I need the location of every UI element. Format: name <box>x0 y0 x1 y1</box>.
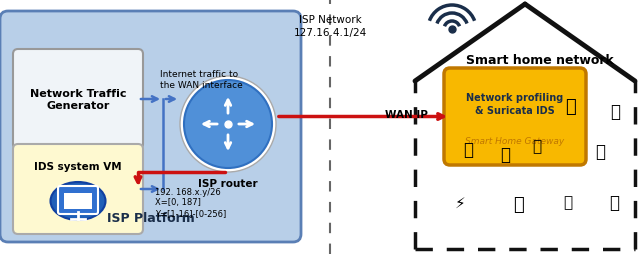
Text: 📹: 📹 <box>463 140 473 158</box>
Text: ⚡: ⚡ <box>454 195 465 210</box>
FancyBboxPatch shape <box>13 145 143 234</box>
Text: Network profiling
& Suricata IDS: Network profiling & Suricata IDS <box>467 93 564 116</box>
FancyBboxPatch shape <box>0 12 301 242</box>
Text: 🎧: 🎧 <box>500 146 510 163</box>
Text: 📱: 📱 <box>595 142 605 160</box>
Text: Smart home network: Smart home network <box>466 53 614 66</box>
Text: 192. 168.x.y/26
X=[0, 187]
Y=[1-16]-[0-256]: 192. 168.x.y/26 X=[0, 187] Y=[1-16]-[0-2… <box>155 187 227 217</box>
Text: 🔊: 🔊 <box>610 103 620 121</box>
Ellipse shape <box>51 182 106 220</box>
Circle shape <box>184 81 272 168</box>
Text: 🤲: 🤲 <box>609 193 619 211</box>
Text: 🚲: 🚲 <box>513 195 524 213</box>
Text: Network Traffic
Generator: Network Traffic Generator <box>29 89 126 110</box>
Text: ⌚: ⌚ <box>563 195 573 210</box>
Text: ISP Platform: ISP Platform <box>107 211 195 224</box>
Text: ISP router: ISP router <box>198 178 258 188</box>
FancyBboxPatch shape <box>444 69 586 165</box>
FancyBboxPatch shape <box>13 50 143 149</box>
Text: 🔒: 🔒 <box>532 139 541 154</box>
Text: 📺: 📺 <box>564 98 575 116</box>
Circle shape <box>180 77 276 172</box>
Text: IDS system VM: IDS system VM <box>34 161 122 171</box>
Text: ISP Network
127.16.4.1/24: ISP Network 127.16.4.1/24 <box>293 15 367 38</box>
FancyBboxPatch shape <box>58 186 98 214</box>
Bar <box>64 193 92 209</box>
Text: Smart Home Gateway: Smart Home Gateway <box>465 136 564 146</box>
Text: WAN IP: WAN IP <box>385 109 428 120</box>
Text: Internet traffic to
the WAN interface: Internet traffic to the WAN interface <box>160 70 243 89</box>
